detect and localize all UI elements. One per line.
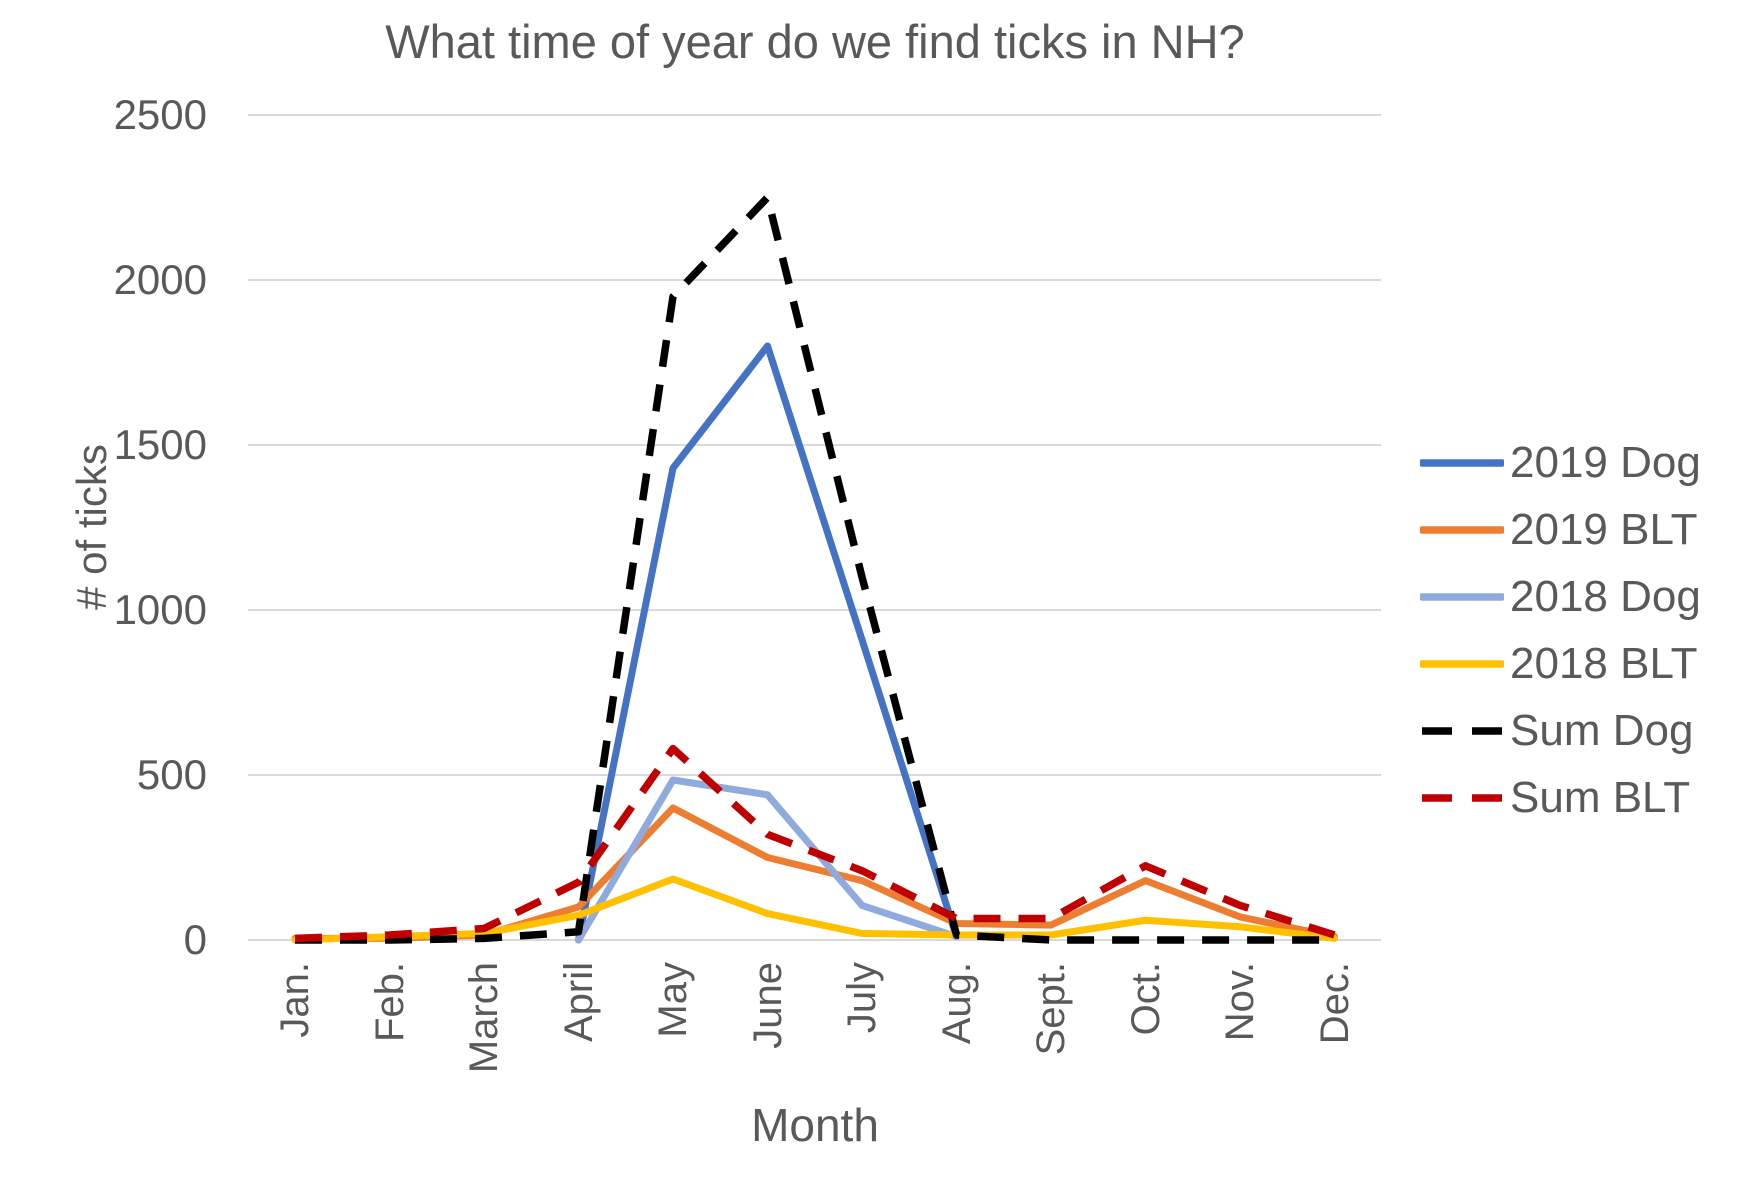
legend-swatch-solid	[1420, 660, 1504, 668]
series-line-sum-dog	[295, 193, 1335, 944]
x-tick-label-may: May	[651, 962, 695, 1038]
legend-label: 2019 Dog	[1510, 438, 1701, 487]
x-tick-label-feb: Feb.	[367, 962, 412, 1043]
x-tick-label-oct: Oct.	[1123, 962, 1168, 1036]
y-tick-label-2500: 2500	[113, 91, 207, 138]
legend-item-2019-blt: 2019 BLT	[1420, 505, 1701, 555]
series-line-2019-blt	[291, 804, 1338, 942]
x-tick-label-july: July	[840, 962, 884, 1034]
legend-item-2018-dog: 2018 Dog	[1420, 572, 1701, 622]
series-line-2018-blt	[291, 875, 1338, 944]
y-tick-label-2000: 2000	[113, 256, 207, 303]
x-tick-label-aug: Aug.	[934, 962, 979, 1045]
x-tick-label-march: March	[462, 962, 506, 1074]
y-tick-label-500: 500	[136, 751, 207, 798]
legend-item-2019-dog: 2019 Dog	[1420, 438, 1701, 488]
x-axis-title: Month	[751, 1099, 879, 1151]
legend-swatch-solid	[1420, 459, 1504, 467]
legend-label: 2018 Dog	[1510, 572, 1701, 621]
legend-swatch-solid	[1420, 526, 1504, 534]
series-line-2019-dog	[575, 342, 960, 944]
x-tick-label-april: April	[556, 962, 601, 1043]
x-tick-label-jan: Jan.	[273, 962, 317, 1038]
y-tick-label-1000: 1000	[113, 586, 207, 633]
series-line-sum-blt	[294, 744, 1336, 943]
legend-item-2018-blt: 2018 BLT	[1420, 639, 1701, 689]
legend-item-sum-blt: Sum BLT	[1420, 773, 1701, 823]
x-tick-label-june: June	[745, 962, 790, 1049]
legend-label: Sum BLT	[1510, 773, 1691, 822]
x-tick-label-nov: Nov.	[1218, 962, 1262, 1042]
y-tick-label-1500: 1500	[113, 421, 207, 468]
legend-swatch-solid	[1420, 593, 1504, 601]
legend-swatch-dashed	[1422, 727, 1502, 735]
legend-label: 2019 BLT	[1510, 505, 1698, 554]
series-line-2018-dog	[575, 776, 960, 944]
x-tick-label-sept: Sept.	[1029, 962, 1073, 1056]
legend-swatch-dashed	[1422, 794, 1502, 802]
chart-legend: 2019 Dog 2019 BLT 2018 Dog 2018 BLT Sum Dog S…	[1420, 438, 1701, 840]
legend-label: 2018 BLT	[1510, 639, 1698, 688]
y-tick-label-0: 0	[183, 916, 207, 963]
legend-label: Sum Dog	[1510, 706, 1694, 755]
x-tick-label-dec: Dec.	[1312, 962, 1357, 1045]
legend-item-sum-dog: Sum Dog	[1420, 706, 1701, 756]
chart-title: What time of year do we find ticks in NH…	[385, 15, 1245, 68]
